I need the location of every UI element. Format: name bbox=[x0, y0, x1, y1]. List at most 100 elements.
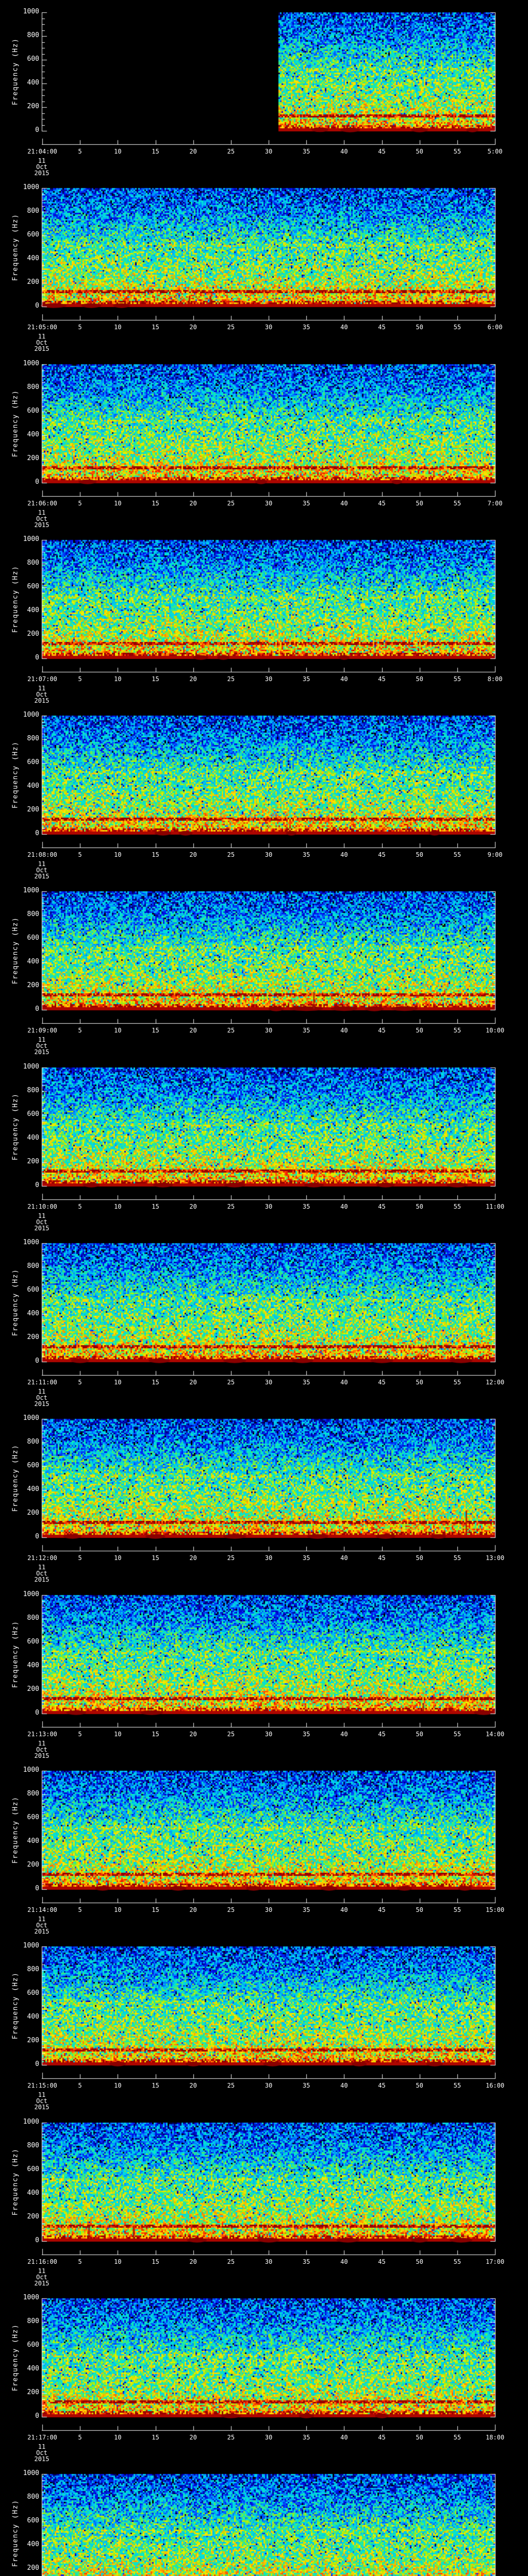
end-time-label: 7:00 bbox=[487, 500, 503, 507]
x-tick-label: 10 bbox=[114, 2082, 122, 2089]
spectrogram-canvas bbox=[0, 1934, 528, 2110]
y-tick-label: 200 bbox=[27, 2037, 39, 2044]
x-tick-label: 35 bbox=[302, 1379, 310, 1386]
y-tick-label: 400 bbox=[27, 255, 39, 262]
y-tick-label: 400 bbox=[27, 431, 39, 438]
y-tick-label: 1000 bbox=[23, 887, 39, 894]
start-time-label: 21:16:00 bbox=[27, 2258, 57, 2265]
date-day-label: 11 bbox=[38, 1212, 46, 1219]
x-tick-label: 5 bbox=[78, 148, 82, 155]
y-tick-label: 1000 bbox=[23, 2294, 39, 2301]
x-tick-label: 50 bbox=[416, 2258, 423, 2265]
y-tick-label: 200 bbox=[27, 1509, 39, 1517]
date-day-label: 11 bbox=[38, 2091, 46, 2098]
spectrogram-panel: 0 200 400 600 800 1000 Frequency (Hz) 21:13:00 5… bbox=[0, 1583, 528, 1759]
end-time-label: 10:00 bbox=[485, 1027, 505, 1034]
y-tick-label: 200 bbox=[27, 630, 39, 638]
date-month-label: Oct bbox=[36, 1922, 47, 1929]
date-month-label: Oct bbox=[36, 1570, 47, 1577]
x-tick-label: 50 bbox=[416, 851, 423, 858]
y-tick-label: 600 bbox=[27, 2341, 39, 2349]
x-tick-label: 55 bbox=[453, 1554, 461, 1562]
x-tick-label: 25 bbox=[227, 1027, 235, 1034]
x-tick-label: 30 bbox=[265, 148, 273, 155]
spectrogram-canvas bbox=[0, 879, 528, 1055]
y-tick-label: 200 bbox=[27, 1158, 39, 1165]
start-time-label: 21:11:00 bbox=[27, 1379, 57, 1386]
y-tick-label: 800 bbox=[27, 1262, 39, 1270]
x-tick-label: 15 bbox=[152, 324, 159, 331]
end-time-label: 9:00 bbox=[487, 851, 503, 858]
x-tick-label: 15 bbox=[152, 500, 159, 507]
date-month-label: Oct bbox=[36, 2097, 47, 2105]
x-tick-label: 55 bbox=[453, 324, 461, 331]
y-tick-label: 800 bbox=[27, 1614, 39, 1622]
x-tick-label: 40 bbox=[340, 851, 348, 858]
x-tick-label: 50 bbox=[416, 500, 423, 507]
end-time-label: 12:00 bbox=[485, 1379, 505, 1386]
date-year-label: 2015 bbox=[34, 1752, 50, 1759]
x-tick-label: 45 bbox=[378, 1731, 386, 1738]
start-time-label: 21:08:00 bbox=[27, 851, 57, 858]
x-tick-label: 10 bbox=[114, 148, 122, 155]
y-tick-label: 600 bbox=[27, 2517, 39, 2524]
y-tick-label: 0 bbox=[35, 2236, 39, 2244]
spectrogram-panel: 0 200 400 600 800 1000 Frequency (Hz) 21:11:00 5… bbox=[0, 1231, 528, 1408]
end-time-label: 13:00 bbox=[485, 1554, 505, 1562]
x-tick-label: 30 bbox=[265, 500, 273, 507]
y-tick-label: 800 bbox=[27, 1790, 39, 1798]
date-month-label: Oct bbox=[36, 867, 47, 874]
x-tick-label: 5 bbox=[78, 2434, 82, 2441]
date-year-label: 2015 bbox=[34, 2104, 50, 2111]
x-tick-label: 10 bbox=[114, 500, 122, 507]
x-tick-label: 35 bbox=[302, 324, 310, 331]
date-year-label: 2015 bbox=[34, 697, 50, 704]
y-tick-label: 800 bbox=[27, 2493, 39, 2501]
y-tick-label: 600 bbox=[27, 1462, 39, 1469]
y-tick-label: 0 bbox=[35, 302, 39, 310]
x-tick-label: 15 bbox=[152, 148, 159, 155]
x-tick-label: 5 bbox=[78, 1203, 82, 1210]
y-tick-label: 0 bbox=[35, 2060, 39, 2068]
start-time-label: 21:04:00 bbox=[27, 148, 57, 155]
y-tick-label: 200 bbox=[27, 2388, 39, 2396]
y-tick-label: 200 bbox=[27, 103, 39, 110]
y-tick-label: 1000 bbox=[23, 1590, 39, 1598]
x-tick-label: 20 bbox=[189, 675, 197, 683]
x-tick-label: 20 bbox=[189, 2434, 197, 2441]
x-tick-label: 25 bbox=[227, 2258, 235, 2265]
frequency-axis-label: Frequency (Hz) bbox=[11, 213, 20, 281]
date-month-label: Oct bbox=[36, 1394, 47, 1401]
x-tick-label: 5 bbox=[78, 2258, 82, 2265]
y-tick-label: 0 bbox=[35, 1885, 39, 1892]
spectrogram-panel: 0 200 400 600 800 1000 Frequency (Hz) 21:10:00 5… bbox=[0, 1055, 528, 1232]
start-time-label: 21:13:00 bbox=[27, 1731, 57, 1738]
y-tick-label: 600 bbox=[27, 1989, 39, 1997]
date-day-label: 11 bbox=[38, 1916, 46, 1923]
y-tick-label: 800 bbox=[27, 2317, 39, 2325]
frequency-axis-label: Frequency (Hz) bbox=[11, 1796, 20, 1864]
y-tick-label: 0 bbox=[35, 829, 39, 837]
x-tick-label: 40 bbox=[340, 148, 348, 155]
x-tick-label: 5 bbox=[78, 1554, 82, 1562]
x-tick-label: 55 bbox=[453, 2258, 461, 2265]
x-tick-label: 30 bbox=[265, 1379, 273, 1386]
x-tick-label: 55 bbox=[453, 500, 461, 507]
x-tick-label: 30 bbox=[265, 1554, 273, 1562]
x-tick-label: 10 bbox=[114, 851, 122, 858]
x-tick-label: 30 bbox=[265, 851, 273, 858]
date-year-label: 2015 bbox=[34, 170, 50, 177]
y-tick-label: 0 bbox=[35, 654, 39, 662]
date-day-label: 11 bbox=[38, 509, 46, 516]
x-tick-label: 10 bbox=[114, 2434, 122, 2441]
y-tick-label: 1000 bbox=[23, 2118, 39, 2126]
x-tick-label: 30 bbox=[265, 1203, 273, 1210]
date-day-label: 11 bbox=[38, 860, 46, 868]
x-tick-label: 40 bbox=[340, 675, 348, 683]
x-tick-label: 45 bbox=[378, 500, 386, 507]
y-tick-label: 400 bbox=[27, 2189, 39, 2197]
end-time-label: 17:00 bbox=[485, 2258, 505, 2265]
y-tick-label: 1000 bbox=[23, 2469, 39, 2477]
x-tick-label: 5 bbox=[78, 2082, 82, 2089]
x-tick-label: 10 bbox=[114, 1731, 122, 1738]
